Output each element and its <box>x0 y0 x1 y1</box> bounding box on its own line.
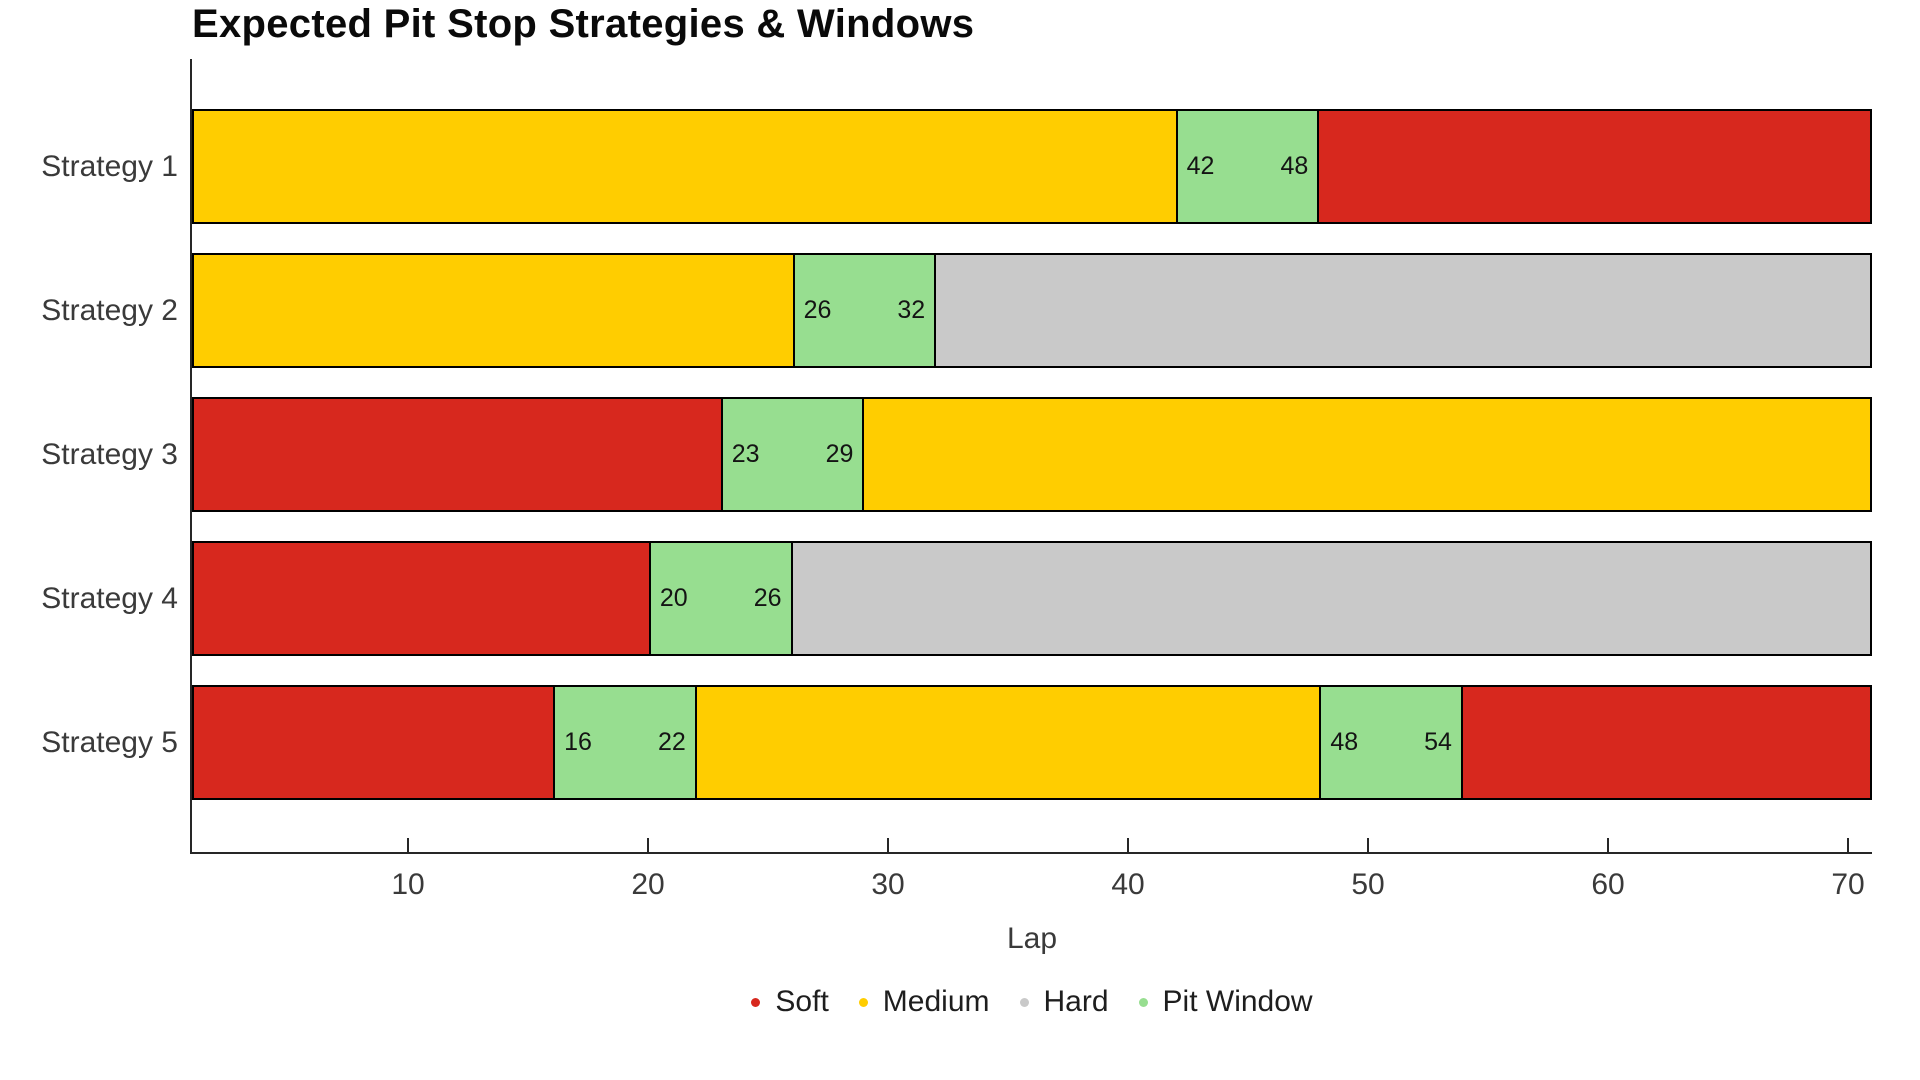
pit-window: 42 48 <box>1175 109 1320 224</box>
stint-segment-hard <box>792 543 1870 654</box>
x-axis-tick <box>407 838 409 852</box>
pit-window-open-lap: 48 <box>1330 728 1359 756</box>
pit-window-open-lap: 20 <box>659 584 688 612</box>
legend-item: Medium <box>858 985 990 1019</box>
legend-item: Pit Window <box>1138 985 1313 1019</box>
x-axis-tick <box>1847 838 1849 852</box>
stint-segment-medium <box>194 255 793 366</box>
legend-dot-icon <box>1019 997 1029 1007</box>
x-axis-tick-label: 70 <box>1831 868 1865 901</box>
plot-area: 42 48 26 32 23 29 20 26 16 22 48 54 10 20 30 40 50 60 70 <box>190 59 1872 901</box>
stint-segment-medium <box>194 111 1176 222</box>
y-axis-label: Strategy 3 <box>41 437 178 471</box>
x-axis-tick <box>1607 838 1609 852</box>
pit-window-close-lap: 26 <box>753 584 782 612</box>
legend-dot-icon <box>751 997 761 1007</box>
strategy-bar: 16 22 48 54 <box>192 685 1872 800</box>
x-axis-tick-label: 40 <box>1111 868 1145 901</box>
x-axis-tick-label: 20 <box>631 868 665 901</box>
y-axis-label: Strategy 2 <box>41 293 178 327</box>
stint-segment-soft <box>1319 111 1870 222</box>
x-axis-tick <box>1127 838 1129 852</box>
legend-label: Medium <box>882 985 990 1018</box>
pit-window-open-lap: 23 <box>731 440 760 468</box>
stint-segment-hard <box>936 255 1870 366</box>
x-axis-spine <box>190 852 1872 854</box>
x-axis-title: Lap <box>1006 922 1058 955</box>
x-axis-tick-label: 30 <box>871 868 905 901</box>
legend: Soft Medium Hard Pit Window <box>192 985 1872 1019</box>
y-axis-label: Strategy 4 <box>41 581 178 615</box>
stint-segment-soft <box>194 399 721 510</box>
legend-dot-icon <box>858 997 868 1007</box>
pit-window: 20 26 <box>648 541 793 656</box>
x-axis-tick <box>1367 838 1369 852</box>
pit-window-open-lap: 16 <box>564 728 592 756</box>
strategy-bar: 26 32 <box>192 253 1872 368</box>
x-axis-tick <box>647 838 649 852</box>
stint-segment-medium <box>696 687 1320 798</box>
stint-segment-medium <box>864 399 1870 510</box>
pit-window-open-lap: 26 <box>803 296 832 324</box>
stint-segment-soft <box>1462 687 1870 798</box>
legend-label: Hard <box>1043 985 1109 1018</box>
pit-window: 26 32 <box>792 253 937 368</box>
legend-item: Soft <box>751 985 829 1019</box>
stint-segment-soft <box>194 687 554 798</box>
chart-title: Expected Pit Stop Strategies & Windows <box>192 2 975 46</box>
stint-segment-soft <box>194 543 649 654</box>
x-axis-tick-label: 60 <box>1591 868 1625 901</box>
legend-label: Soft <box>775 985 829 1018</box>
x-axis-tick <box>887 838 889 852</box>
strategy-bar: 42 48 <box>192 109 1872 224</box>
pit-window-close-lap: 48 <box>1280 152 1309 180</box>
pit-window: 23 29 <box>720 397 865 512</box>
pit-window: 48 54 <box>1319 685 1463 800</box>
x-axis-tick-label: 10 <box>391 868 425 901</box>
x-axis-tick-label: 50 <box>1351 868 1385 901</box>
pit-window-open-lap: 42 <box>1186 152 1215 180</box>
pit-window-close-lap: 29 <box>825 440 854 468</box>
y-axis-labels: Strategy 1 Strategy 2 Strategy 3 Strategy 4… <box>0 59 192 852</box>
pit-window-close-lap: 54 <box>1424 728 1452 756</box>
pit-window: 16 22 <box>553 685 697 800</box>
legend-label: Pit Window <box>1162 985 1313 1018</box>
y-axis-label: Strategy 5 <box>41 725 178 759</box>
y-axis-spine <box>190 59 192 854</box>
strategy-bar: 20 26 <box>192 541 1872 656</box>
pit-window-close-lap: 22 <box>657 728 686 756</box>
y-axis-label: Strategy 1 <box>41 149 178 183</box>
legend-item: Hard <box>1019 985 1109 1019</box>
legend-dot-icon <box>1138 997 1148 1007</box>
strategy-bar: 23 29 <box>192 397 1872 512</box>
pit-window-close-lap: 32 <box>897 296 926 324</box>
